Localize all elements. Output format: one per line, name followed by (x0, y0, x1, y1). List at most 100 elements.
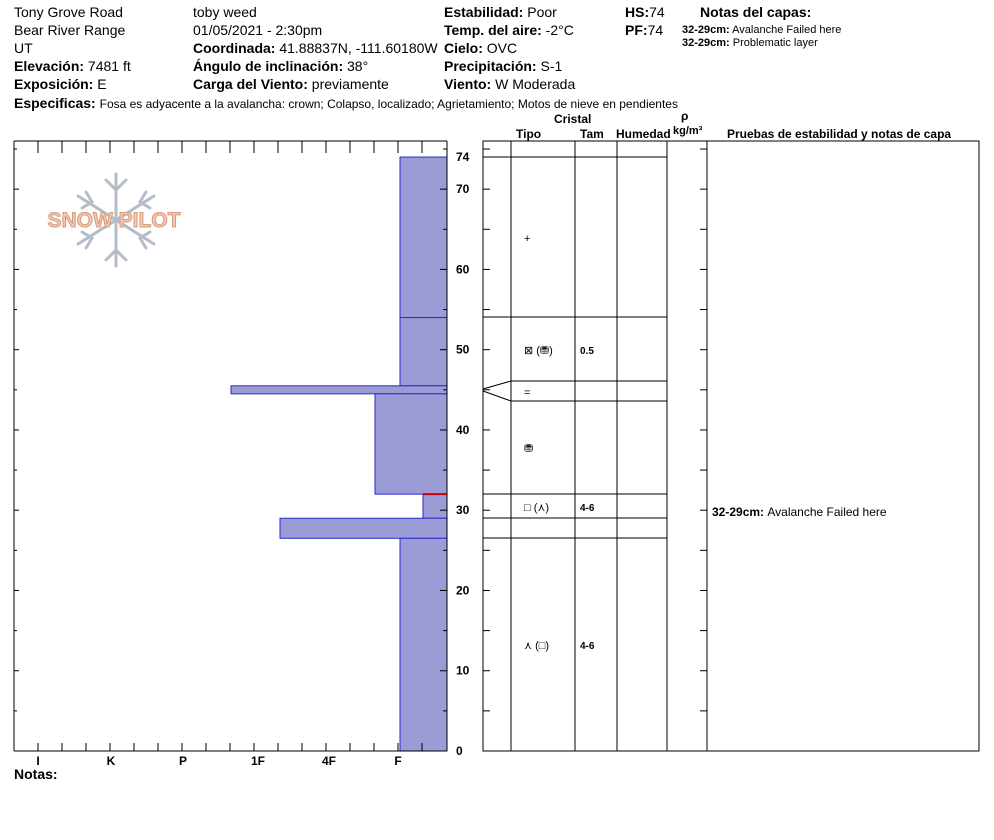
wind-load: Carga del Viento: previamente (193, 76, 389, 92)
y-tick-label: 50 (456, 343, 470, 357)
elevation-value: 7481 ft (87, 58, 131, 74)
hardness-bar (279, 517, 448, 539)
coordinates: Coordinada: 41.88837N, -111.60180W (193, 40, 438, 56)
hardness-bar (399, 317, 448, 387)
coord-label: Coordinada: (193, 40, 276, 56)
elevation-label: Elevación: (14, 58, 85, 74)
stability-label: Estabilidad: (444, 4, 524, 20)
slope-angle: Ángulo de inclinación: 38° (193, 58, 368, 74)
pf-value: 74 (647, 22, 664, 38)
precip-value: S-1 (540, 58, 563, 74)
snowpilot-logo: SNOW PILOT (47, 172, 181, 268)
crystal-size: 0.5 (580, 346, 594, 357)
range: Bear River Range (14, 22, 126, 38)
density-unit: kg/m³ (673, 125, 703, 137)
hardness-bar (399, 156, 448, 319)
wind-label: Viento: (444, 76, 492, 92)
stability-value: Poor (527, 4, 557, 20)
crystal-size: 4-6 (580, 641, 595, 652)
exposure: Exposición: E (14, 76, 107, 92)
sky: Cielo: OVC (444, 40, 517, 56)
y-tick-label: 20 (456, 583, 470, 597)
logo-text: SNOW PILOT (48, 209, 181, 232)
precip-label: Precipitación: (444, 58, 537, 74)
specifics: Especificas: Fosa es adyacente a la aval… (14, 95, 678, 112)
hardness-bar (422, 493, 448, 519)
hardness-bar (230, 385, 448, 395)
state: UT (14, 40, 33, 56)
y-tick-label: 70 (456, 182, 470, 196)
test-note: 32-29cm: Avalanche Failed here (712, 505, 887, 519)
crystal-header: Cristal (554, 112, 592, 126)
slope-value: 38° (347, 58, 369, 74)
layer-note-range: 32-29cm: (682, 24, 730, 36)
test-note-text: Avalanche Failed here (767, 505, 887, 519)
size-header: Tam (580, 127, 604, 141)
sky-label: Cielo: (444, 40, 483, 56)
crystal-size: 4-6 (580, 503, 595, 514)
depth-connector (482, 380, 512, 390)
y-tick-label: 10 (456, 664, 470, 678)
elevation: Elevación: 7481 ft (14, 58, 131, 74)
type-header: Tipo (516, 127, 542, 141)
pf-label: PF: (625, 22, 648, 38)
layer-note-text: Problematic layer (732, 37, 818, 49)
y-top-label: 74 (456, 150, 470, 164)
air-temp: Temp. del aire: -2°C (444, 22, 574, 38)
air-temp-value: -2°C (545, 22, 574, 38)
hardness-bar (399, 537, 448, 752)
hs-label: HS: (625, 4, 650, 20)
observer: toby weed (193, 4, 257, 20)
crystal-type: □ (⋏) (524, 502, 549, 514)
y-tick-label: 0 (456, 744, 463, 758)
crystal-type: ⊠ (⛃) (524, 345, 553, 357)
coord-value: 41.88837N, -111.60180W (279, 40, 438, 56)
crystal-type: + (524, 233, 530, 245)
specifics-label: Especificas: (14, 95, 96, 111)
crystal-type: ⛃ (524, 443, 533, 455)
y-tick-label: 30 (456, 503, 470, 517)
specifics-value: Fosa es adyacente a la avalancha: crown;… (99, 97, 678, 111)
x-tick-label: P (179, 754, 187, 768)
tests-header: Pruebas de estabilidad y notas de capa (727, 127, 952, 141)
x-tick-label: 1F (251, 754, 265, 768)
layer-note: 32-29cm: Avalanche Failed here (682, 24, 841, 37)
wind-load-value: previamente (311, 76, 389, 92)
depth-connector (482, 390, 512, 402)
x-tick-label: I (36, 754, 39, 768)
snowflake-icon (76, 172, 156, 268)
moisture-header: Humedad (616, 127, 671, 141)
slope-label: Ángulo de inclinación: (193, 58, 344, 74)
datetime: 01/05/2021 - 2:30pm (193, 22, 323, 38)
exposure-label: Exposición: (14, 76, 94, 92)
layer-table-frame (482, 140, 980, 752)
layer-note: 32-29cm: Problematic layer (682, 37, 818, 50)
crystal-type: = (524, 387, 530, 399)
hs-value: 74 (649, 4, 665, 20)
y-tick-label: 40 (456, 423, 470, 437)
layer-note-range: 32-29cm: (682, 37, 730, 49)
x-tick-label: F (394, 754, 401, 768)
wind-load-label: Carga del Viento: (193, 76, 308, 92)
x-tick-label: 4F (322, 754, 336, 768)
y-tick-label: 60 (456, 262, 470, 276)
x-tick-label: K (107, 754, 116, 768)
layer-notes-title: Notas del capas: (700, 4, 812, 20)
stability: Estabilidad: Poor (444, 4, 557, 20)
crystal-type: ⋏ (□) (524, 640, 549, 652)
density-symbol: ρ (681, 109, 689, 123)
exposure-value: E (97, 76, 107, 92)
notes-label: Notas: (14, 766, 58, 782)
wind-value: W Moderada (495, 76, 576, 92)
test-note-range: 32-29cm: (712, 505, 767, 519)
hs: HS:74 (625, 4, 665, 20)
air-temp-label: Temp. del aire: (444, 22, 542, 38)
wind: Viento: W Moderada (444, 76, 575, 92)
precipitation: Precipitación: S-1 (444, 58, 562, 74)
hardness-bar (374, 393, 448, 495)
pf: PF:74 (625, 22, 663, 38)
location: Tony Grove Road (14, 4, 123, 20)
sky-value: OVC (486, 40, 518, 56)
layer-note-text: Avalanche Failed here (732, 24, 842, 36)
